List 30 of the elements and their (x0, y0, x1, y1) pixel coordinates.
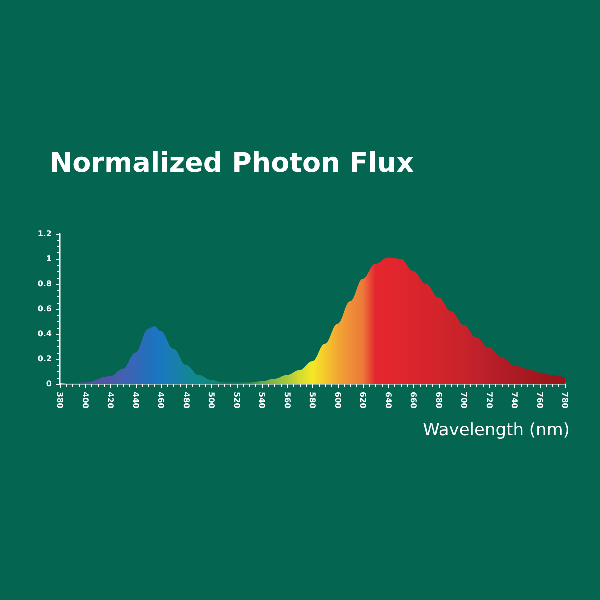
x-axis-title: Wavelength (nm) (423, 420, 570, 440)
x-tick-label: 740 (510, 392, 519, 410)
y-tick-label: 0.6 (38, 304, 52, 314)
x-tick-label: 400 (80, 392, 90, 410)
y-tick-label: 1 (46, 254, 52, 264)
x-tick-label: 620 (358, 392, 368, 410)
x-tick-label: 380 (56, 392, 64, 410)
x-tick-label: 760 (535, 392, 544, 410)
x-tick-label: 720 (484, 392, 494, 410)
x-tick-label: 640 (384, 392, 393, 410)
x-tick-label: 660 (409, 392, 418, 410)
x-tick-label: 780 (560, 392, 570, 410)
y-tick-label: 1.2 (38, 230, 52, 238)
y-tick-label: 0.2 (38, 354, 52, 364)
x-tick-label: 420 (106, 392, 115, 410)
x-tick-label: 460 (156, 392, 166, 410)
x-tick-label: 520 (232, 392, 242, 410)
x-tick-label: 680 (434, 392, 444, 410)
chart-title: Normalized Photon Flux (50, 148, 414, 179)
y-tick-label: 0.8 (38, 280, 52, 288)
x-tick-label: 440 (131, 392, 140, 410)
x-tick-label: 600 (333, 392, 342, 410)
y-tick-label: 0 (46, 380, 52, 388)
x-tick-label: 500 (207, 392, 216, 410)
x-tick-label: 700 (460, 392, 468, 410)
x-tick-label: 560 (282, 392, 292, 410)
y-tick-label: 0.4 (38, 330, 52, 338)
x-tick-label: 540 (258, 392, 266, 410)
x-tick-label: 580 (308, 392, 317, 410)
x-tick-label: 480 (182, 392, 191, 410)
